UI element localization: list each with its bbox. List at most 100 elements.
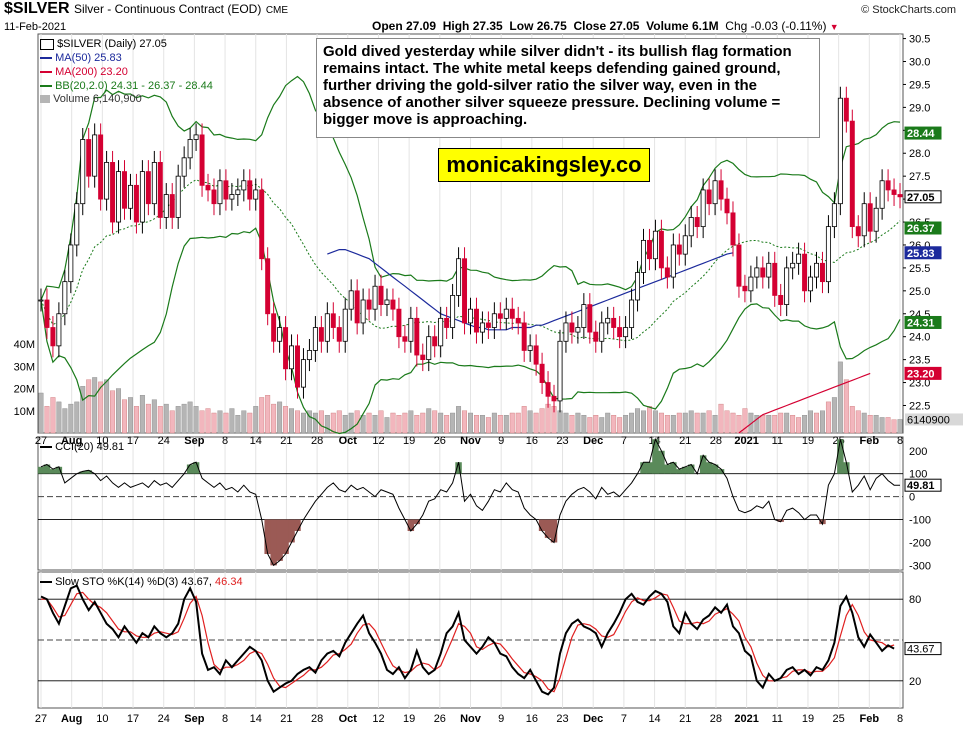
candle-body <box>241 180 247 191</box>
candle-body <box>599 322 605 342</box>
price-tick-label: 28.0 <box>909 148 930 160</box>
symbol-title: $SILVER Silver - Continuous Contract (EO… <box>4 0 289 17</box>
candle-body <box>110 162 116 223</box>
price-value-tag-label: 27.05 <box>907 192 935 204</box>
candle-body <box>217 180 223 205</box>
candle-body <box>760 267 766 278</box>
candle-body <box>432 336 438 347</box>
volume-bar <box>575 412 581 434</box>
volume-bar <box>306 410 312 434</box>
volume-bar <box>503 415 509 434</box>
stockcharts-brand[interactable]: © StockCharts.com <box>861 4 956 16</box>
volume-bar <box>676 412 682 434</box>
volume-bar <box>378 410 384 434</box>
volume-bar <box>330 412 336 434</box>
volume-bar <box>462 410 468 434</box>
candle-body <box>670 244 676 278</box>
volume-bar <box>133 406 139 434</box>
volume-bar <box>318 410 324 434</box>
volume-bar <box>623 415 629 434</box>
candle-body <box>688 217 694 237</box>
x-tick-label: Feb <box>860 713 880 725</box>
volume-bar <box>724 410 730 434</box>
candle-body <box>199 134 205 186</box>
candle-body <box>122 171 127 209</box>
volume-bar <box>235 415 241 434</box>
price-value-tag <box>904 126 942 140</box>
candle-body <box>867 203 873 232</box>
candle-body <box>235 189 241 195</box>
x-tick-label: 26 <box>434 713 446 725</box>
sto-tick-label: 80 <box>909 594 921 606</box>
volume-bar <box>199 410 205 434</box>
candle-body <box>68 244 74 283</box>
candle-body <box>730 212 736 246</box>
volume-bar <box>814 412 819 434</box>
candle-body <box>646 239 652 260</box>
x-tick-label: Oct <box>339 435 358 447</box>
price-tick-label: 25.0 <box>909 286 930 298</box>
volume-bar <box>241 410 247 434</box>
candle-body <box>330 313 336 328</box>
volume-bar <box>408 410 414 434</box>
x-tick-label: 27 <box>35 713 47 725</box>
price-tick-label: 30.0 <box>909 57 930 69</box>
price-tick-label: 23.5 <box>909 355 930 367</box>
volume-tick-label: 30M <box>14 361 35 373</box>
volume-bar <box>670 415 676 434</box>
volume-bar <box>819 410 825 434</box>
candle-body <box>163 194 169 218</box>
candle-body <box>837 97 843 205</box>
x-tick-label: Aug <box>61 435 82 447</box>
candle-body <box>62 281 68 315</box>
volume-bar <box>706 410 712 434</box>
candle-body <box>808 276 814 292</box>
x-tick-label: 12 <box>372 435 384 447</box>
candle-body <box>44 299 50 328</box>
candle-body <box>611 317 617 328</box>
volume-bar <box>808 410 814 434</box>
candle-body <box>80 139 86 205</box>
candle-body <box>145 171 151 205</box>
volume-bar <box>658 412 664 434</box>
volume-bar <box>336 410 342 434</box>
volume-bar <box>700 412 706 434</box>
volume-bar <box>444 415 450 434</box>
price-tick-label: 22.5 <box>909 400 930 412</box>
candle-body <box>390 299 396 310</box>
annotation-box: Gold dived yesterday while silver didn't… <box>316 38 820 138</box>
candle-body <box>742 285 748 292</box>
candle-body <box>444 317 450 328</box>
candle-body <box>784 267 790 305</box>
low-value: Low 26.75 <box>509 19 567 33</box>
volume-bar <box>456 406 462 434</box>
candle-body <box>509 308 515 319</box>
price-tick-label: 30.5 <box>909 34 930 46</box>
candle-body <box>652 230 658 260</box>
x-tick-label: Sep <box>184 435 204 447</box>
volume-bar <box>736 415 742 434</box>
cci-line <box>40 437 900 567</box>
candle-body <box>127 184 133 209</box>
candle-body <box>283 327 289 370</box>
volume-bar <box>873 415 879 434</box>
volume-bar <box>521 406 527 434</box>
candle-body <box>545 382 551 397</box>
volume-bar <box>581 415 587 434</box>
x-tick-label: 8 <box>222 713 228 725</box>
cci-tick-label: -100 <box>909 515 931 527</box>
volume-bar <box>688 410 694 434</box>
volume-bar <box>187 401 193 434</box>
x-tick-label: 12 <box>372 713 384 725</box>
x-tick-label: 28 <box>311 435 323 447</box>
volume-bar <box>473 415 479 434</box>
volume-bar <box>646 406 652 434</box>
x-tick-label: 26 <box>434 435 446 447</box>
volume-bar <box>599 417 605 434</box>
volume-bar <box>891 419 897 434</box>
candle-body <box>92 134 98 177</box>
volume-bar <box>384 417 390 434</box>
volume-bar <box>223 412 229 434</box>
candle-body <box>819 262 825 283</box>
change-value: Chg -0.03 (-0.11%) <box>725 19 827 33</box>
